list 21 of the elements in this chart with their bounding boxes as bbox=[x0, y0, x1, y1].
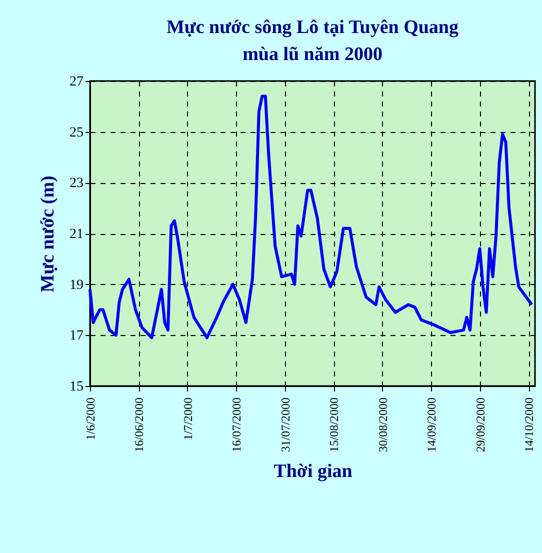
y-tick-label: 25 bbox=[70, 125, 84, 140]
y-tick-label: 23 bbox=[70, 176, 84, 192]
x-tick-label: 30/08/2000 bbox=[376, 398, 390, 452]
x-tick-label: 15/08/2000 bbox=[327, 398, 342, 452]
x-tick-label: 14/09/2000 bbox=[424, 398, 439, 452]
y-tick-label: 27 bbox=[70, 74, 84, 90]
x-tick-label: 14/10/2000 bbox=[522, 398, 536, 452]
x-tick-label: 31/07/2000 bbox=[278, 398, 292, 452]
x-axis-title: Thời gian bbox=[274, 461, 353, 482]
x-tick-label: 1/7/2000 bbox=[180, 398, 195, 440]
y-tick-label: 19 bbox=[70, 278, 84, 293]
y-axis-title: Mực nước (m) bbox=[38, 176, 58, 292]
y-tick-label: 17 bbox=[70, 328, 84, 344]
y-tick-label: 15 bbox=[70, 380, 84, 394]
chart-title: Mực nước sông Lô tại Tuyên Quang mùa lũ năm 2000 bbox=[166, 17, 459, 65]
x-tick-label: 16/07/2000 bbox=[230, 398, 244, 452]
line-series bbox=[88, 94, 534, 340]
x-tick-label: 29/09/2000 bbox=[473, 398, 488, 452]
x-tick-label: 1/6/2000 bbox=[84, 398, 98, 440]
y-tick-label: 21 bbox=[70, 227, 84, 242]
x-tick-label: 16/06/2000 bbox=[132, 398, 146, 452]
